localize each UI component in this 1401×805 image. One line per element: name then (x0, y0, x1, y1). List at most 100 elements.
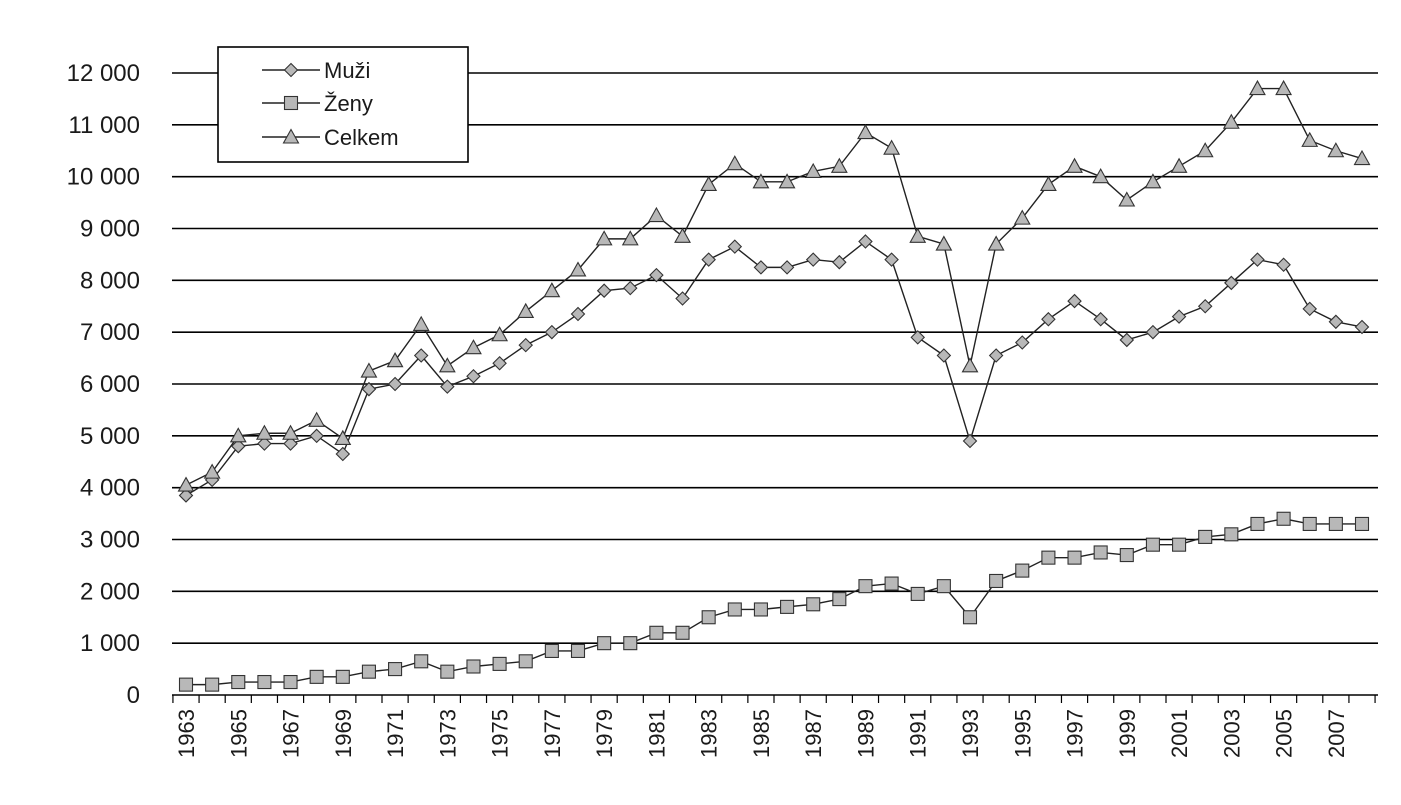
data-point-triangle (569, 261, 587, 277)
data-point-diamond (570, 306, 586, 322)
y-tick-label: 6 000 (80, 371, 140, 398)
series (177, 79, 1371, 692)
data-point-square (832, 592, 847, 607)
y-tick-label: 12 000 (67, 60, 140, 87)
data-point-square (283, 674, 298, 690)
data-point-triangle (1118, 191, 1136, 207)
x-tick-label: 1965 (226, 709, 251, 758)
data-point-triangle (282, 424, 299, 440)
data-point-square (1041, 550, 1056, 565)
legend-marker-square (283, 95, 299, 111)
data-point-triangle (386, 352, 404, 368)
data-point-diamond (387, 376, 403, 392)
data-point-triangle (595, 230, 613, 246)
data-point-triangle (1092, 168, 1110, 184)
data-point-diamond (701, 252, 716, 267)
data-point-triangle (1170, 157, 1188, 173)
data-point-triangle (1275, 79, 1293, 96)
data-point-triangle (778, 173, 796, 189)
data-point-triangle (1353, 149, 1371, 166)
data-point-diamond (1328, 314, 1344, 330)
data-point-triangle (987, 235, 1005, 251)
data-point-diamond (753, 260, 769, 275)
legend-label: Celkem (324, 125, 399, 150)
data-point-diamond (178, 488, 194, 503)
data-point-triangle (909, 227, 927, 243)
data-point-triangle (177, 476, 195, 492)
data-point-diamond (988, 348, 1004, 363)
data-point-triangle (857, 123, 874, 140)
data-point-diamond (1171, 309, 1187, 324)
data-point-diamond (727, 239, 743, 254)
data-point-triangle (804, 162, 822, 179)
x-tick-label: 1981 (644, 709, 669, 758)
data-point-triangle (334, 429, 352, 445)
data-point-square (780, 599, 795, 614)
data-point-square (1224, 527, 1239, 542)
x-tick-label: 1963 (174, 709, 199, 758)
data-point-diamond (1119, 332, 1135, 348)
y-tick-label: 5 000 (80, 423, 140, 450)
data-point-diamond (622, 280, 638, 296)
y-tick-label: 4 000 (80, 475, 140, 502)
data-point-diamond (910, 330, 926, 345)
data-point-square (257, 674, 272, 690)
data-point-diamond (230, 438, 246, 454)
data-point-square (1119, 547, 1134, 563)
data-point-triangle (1327, 142, 1345, 158)
data-point-diamond (309, 428, 324, 444)
legend-marker-diamond (283, 62, 299, 78)
x-tick-label: 1991 (906, 709, 931, 758)
legend-marker-triangle (282, 128, 300, 144)
data-point-square (727, 602, 742, 617)
data-point-square (309, 669, 324, 684)
x-tick-label: 1987 (801, 709, 826, 758)
data-point-square (570, 643, 586, 658)
data-point-square (936, 579, 951, 594)
data-point-square (388, 662, 403, 677)
data-point-diamond (544, 324, 560, 340)
data-point-diamond (805, 252, 821, 267)
data-point-square (492, 656, 507, 671)
data-point-diamond (492, 355, 507, 371)
data-point-square (1067, 550, 1082, 565)
data-point-triangle (674, 227, 691, 243)
y-tick-label: 0 (127, 682, 140, 709)
data-point-triangle (726, 155, 744, 171)
data-point-diamond (1302, 301, 1318, 317)
data-point-square (649, 625, 664, 640)
x-tick-label: 1993 (958, 709, 983, 758)
data-point-diamond (832, 254, 847, 270)
data-point-triangle (1301, 131, 1319, 147)
data-point-diamond (1145, 324, 1161, 340)
data-point-square (178, 677, 194, 692)
data-point-diamond (1197, 298, 1213, 314)
data-point-diamond (466, 368, 481, 384)
data-point-triangle (883, 139, 901, 155)
y-tick-label: 3 000 (80, 527, 140, 554)
x-tick-label: 1997 (1063, 709, 1088, 758)
y-tick-label: 1 000 (80, 630, 140, 657)
x-tick-label: 1983 (697, 709, 722, 758)
data-point-diamond (596, 283, 612, 298)
data-point-triangle (308, 411, 326, 427)
data-point-square (1276, 511, 1291, 526)
y-tick-label: 2 000 (80, 578, 140, 605)
data-point-square (675, 625, 690, 640)
x-tick-label: 1999 (1115, 709, 1140, 758)
data-point-square (361, 664, 376, 679)
x-tick-label: 1977 (540, 709, 565, 758)
y-tick-label: 10 000 (67, 164, 140, 191)
axes: 0 1 000 2 000 3 000 4 000 5 000 6 000 7 000 8 00… (67, 60, 1378, 758)
data-point-triangle (1013, 209, 1031, 225)
data-point-triangle (621, 230, 639, 246)
x-tick-label: 1971 (383, 709, 408, 758)
data-point-triangle (1222, 113, 1240, 129)
data-point-diamond (779, 260, 795, 275)
legend-label: Ženy (324, 91, 373, 116)
data-point-triangle (438, 357, 456, 373)
data-point-square (962, 610, 978, 625)
data-point-square (1093, 545, 1108, 560)
data-point-diamond (1093, 311, 1108, 327)
data-point-triangle (1196, 142, 1214, 158)
